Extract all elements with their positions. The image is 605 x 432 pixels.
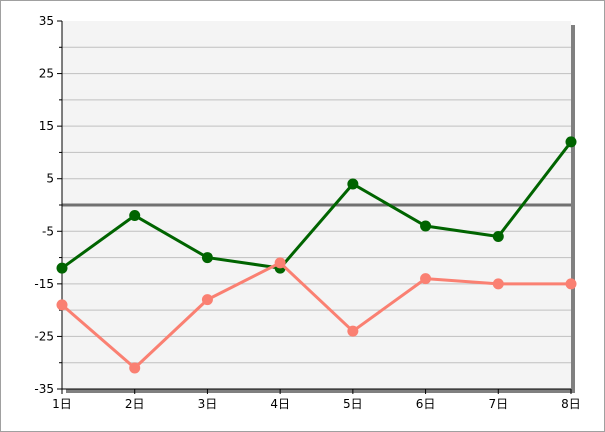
y-tick-label: 25: [39, 67, 54, 81]
y-axis-tick-labels: 35 25 15 5 -5 -15 -25 -35: [34, 14, 54, 396]
series-line-2: [61, 261, 571, 370]
series-1-point: [565, 136, 577, 148]
series-1-point: [56, 262, 68, 274]
x-tick-label: 7日: [488, 397, 508, 411]
series-2-point: [129, 362, 141, 374]
series-2-point: [274, 257, 286, 269]
y-axis-ticks: [57, 20, 62, 390]
x-tick-label: 2日: [125, 397, 145, 411]
series-2-point: [56, 299, 68, 311]
y-tick-label: -25: [34, 329, 54, 343]
y-tick-label: -15: [34, 277, 54, 291]
series-2-point: [347, 325, 359, 337]
y-tick-label: 15: [39, 119, 54, 133]
series-1-point: [420, 220, 432, 232]
series-2-point: [420, 273, 432, 285]
y-tick-label: -35: [34, 382, 54, 396]
x-tick-label: 5日: [343, 397, 363, 411]
series-1-point: [347, 178, 359, 190]
series-1-point: [129, 210, 141, 222]
series-layer: [56, 136, 577, 374]
x-tick-label: 3日: [198, 397, 218, 411]
x-axis-tick-labels: 1日 2日 3日 4日 5日 6日 7日 8日: [52, 397, 581, 411]
x-tick-label: 1日: [52, 397, 72, 411]
y-tick-label: -5: [42, 224, 54, 238]
x-axis-ticks: [61, 389, 572, 394]
series-2-point: [201, 294, 213, 306]
x-tick-label: 4日: [270, 397, 290, 411]
y-tick-label: 5: [46, 172, 54, 186]
x-tick-label: 8日: [561, 397, 581, 411]
series-1-point: [492, 231, 504, 243]
x-tick-label: 6日: [416, 397, 436, 411]
series-line-1: [61, 141, 573, 270]
series-1-point: [201, 252, 213, 264]
series-2-point: [565, 278, 577, 290]
y-tick-label: 35: [39, 14, 54, 28]
series-2-point: [492, 278, 504, 290]
